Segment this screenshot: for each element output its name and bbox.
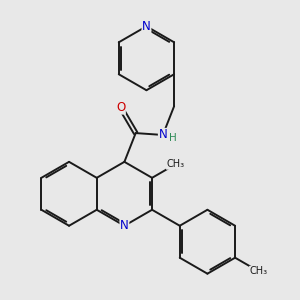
Text: CH₃: CH₃ bbox=[167, 159, 185, 169]
Text: H: H bbox=[169, 133, 177, 143]
Text: N: N bbox=[158, 128, 167, 142]
Text: N: N bbox=[120, 219, 129, 232]
Text: N: N bbox=[142, 20, 151, 33]
Text: O: O bbox=[116, 101, 125, 114]
Text: CH₃: CH₃ bbox=[250, 266, 268, 276]
